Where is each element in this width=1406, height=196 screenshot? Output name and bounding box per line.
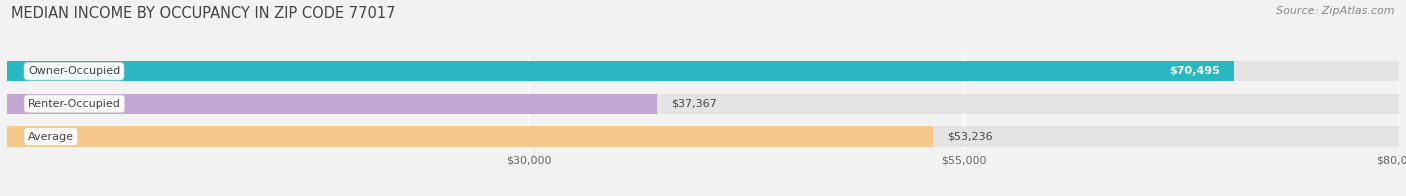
Text: Renter-Occupied: Renter-Occupied [28,99,121,109]
Bar [7,126,1399,147]
Text: $37,367: $37,367 [671,99,717,109]
Text: $53,236: $53,236 [948,132,993,142]
Bar [7,94,657,114]
Text: $70,495: $70,495 [1168,66,1219,76]
Text: Source: ZipAtlas.com: Source: ZipAtlas.com [1277,6,1395,16]
Bar [7,61,1233,81]
Bar [7,61,1399,81]
Bar [7,126,934,147]
Text: Owner-Occupied: Owner-Occupied [28,66,120,76]
Text: Average: Average [28,132,75,142]
Bar [7,94,1399,114]
Text: MEDIAN INCOME BY OCCUPANCY IN ZIP CODE 77017: MEDIAN INCOME BY OCCUPANCY IN ZIP CODE 7… [11,6,395,21]
